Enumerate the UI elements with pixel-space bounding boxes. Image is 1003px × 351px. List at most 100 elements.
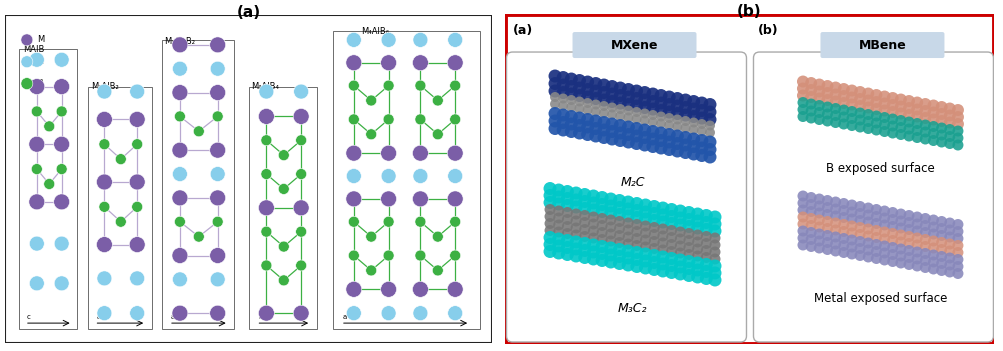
Circle shape: [700, 252, 711, 263]
Circle shape: [613, 81, 626, 94]
Circle shape: [829, 103, 841, 114]
Circle shape: [935, 137, 946, 147]
Circle shape: [54, 194, 69, 210]
Circle shape: [846, 92, 857, 104]
Circle shape: [846, 206, 857, 218]
Circle shape: [278, 241, 289, 252]
Circle shape: [678, 108, 691, 121]
Circle shape: [569, 250, 582, 263]
Circle shape: [690, 264, 703, 277]
Circle shape: [597, 86, 610, 99]
Circle shape: [813, 214, 824, 225]
Circle shape: [919, 220, 930, 231]
Circle shape: [581, 128, 594, 141]
Circle shape: [621, 203, 634, 216]
Circle shape: [412, 306, 427, 320]
Circle shape: [886, 99, 898, 111]
Circle shape: [29, 276, 44, 291]
Circle shape: [796, 225, 807, 237]
Text: (a): (a): [512, 24, 533, 37]
Circle shape: [903, 231, 914, 242]
Circle shape: [911, 97, 922, 108]
Circle shape: [903, 124, 914, 134]
Circle shape: [796, 239, 807, 251]
Circle shape: [54, 136, 69, 152]
Circle shape: [631, 219, 642, 230]
Circle shape: [944, 245, 954, 257]
Circle shape: [647, 249, 660, 262]
Circle shape: [812, 79, 824, 91]
Circle shape: [878, 91, 890, 102]
Circle shape: [674, 240, 685, 252]
Circle shape: [432, 231, 443, 242]
Circle shape: [854, 222, 865, 233]
Circle shape: [870, 103, 882, 115]
Circle shape: [895, 122, 906, 133]
Circle shape: [813, 221, 824, 232]
Circle shape: [703, 143, 716, 156]
Circle shape: [656, 251, 669, 264]
Circle shape: [709, 239, 720, 251]
Circle shape: [812, 93, 824, 105]
Circle shape: [210, 247, 226, 264]
Circle shape: [919, 105, 931, 117]
Circle shape: [258, 305, 274, 321]
Circle shape: [630, 137, 643, 150]
Circle shape: [210, 37, 226, 53]
Text: (b): (b): [756, 24, 777, 37]
Circle shape: [829, 238, 841, 250]
Circle shape: [613, 201, 625, 214]
Circle shape: [911, 225, 922, 237]
Circle shape: [656, 216, 669, 229]
Circle shape: [903, 224, 914, 235]
Circle shape: [544, 211, 555, 222]
Circle shape: [846, 199, 857, 211]
Text: a: a: [343, 314, 347, 320]
Circle shape: [854, 86, 866, 98]
Circle shape: [581, 91, 594, 104]
Circle shape: [690, 207, 703, 220]
Circle shape: [656, 208, 669, 221]
Circle shape: [821, 195, 832, 206]
Circle shape: [862, 203, 873, 213]
Circle shape: [175, 111, 186, 122]
Circle shape: [662, 135, 675, 148]
Circle shape: [862, 116, 873, 127]
Circle shape: [432, 265, 443, 276]
Circle shape: [590, 100, 600, 110]
Circle shape: [686, 110, 699, 123]
Circle shape: [673, 219, 686, 232]
Circle shape: [604, 241, 617, 254]
Circle shape: [613, 126, 626, 139]
Circle shape: [944, 252, 954, 264]
Circle shape: [804, 99, 815, 110]
Circle shape: [656, 258, 669, 271]
Circle shape: [449, 80, 460, 91]
Circle shape: [854, 236, 865, 247]
Circle shape: [648, 243, 659, 254]
Circle shape: [383, 80, 394, 91]
Circle shape: [895, 223, 906, 233]
Circle shape: [595, 254, 608, 267]
Bar: [249, 87, 317, 329]
Circle shape: [838, 212, 849, 223]
Circle shape: [607, 110, 617, 120]
Circle shape: [589, 92, 602, 105]
Circle shape: [597, 93, 610, 106]
Circle shape: [44, 121, 54, 132]
Circle shape: [911, 232, 922, 244]
Circle shape: [614, 216, 624, 227]
Circle shape: [804, 91, 816, 103]
Circle shape: [935, 251, 946, 262]
Circle shape: [573, 119, 586, 132]
Circle shape: [613, 208, 625, 221]
Circle shape: [210, 85, 226, 100]
Circle shape: [952, 133, 963, 144]
Circle shape: [432, 129, 443, 140]
Circle shape: [846, 249, 857, 259]
Circle shape: [383, 114, 394, 125]
Circle shape: [638, 124, 651, 137]
Circle shape: [589, 77, 602, 90]
Circle shape: [630, 253, 643, 266]
Circle shape: [870, 96, 882, 108]
